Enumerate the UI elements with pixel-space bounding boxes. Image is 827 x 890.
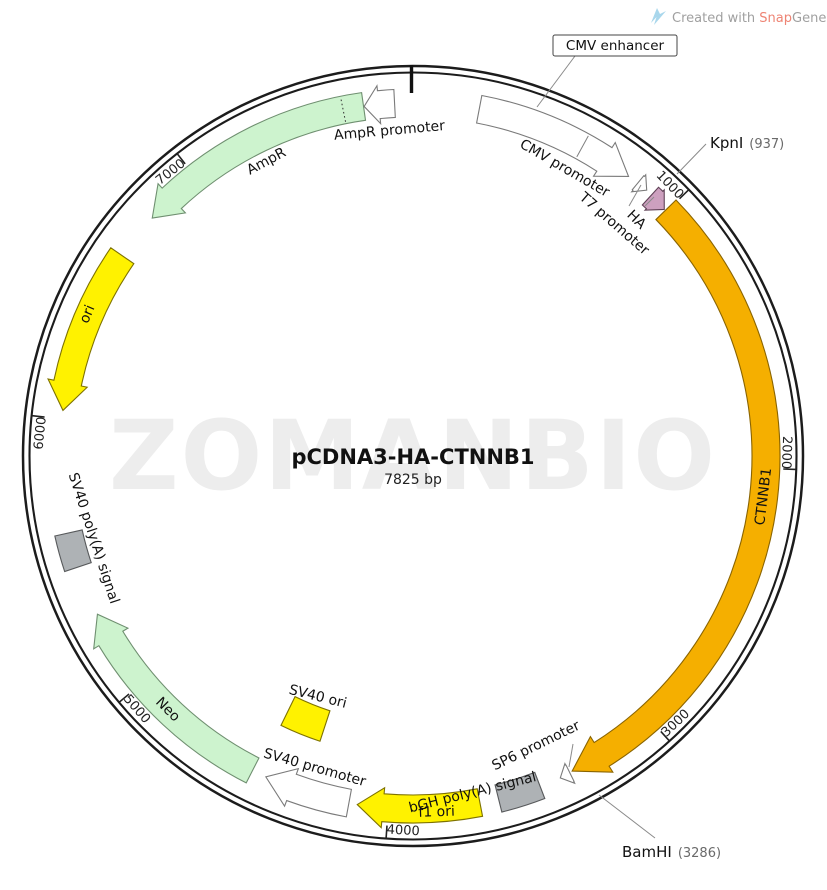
watermark-text: ZOMANBIO <box>109 400 717 512</box>
cmv-enhancer-label: CMV enhancer <box>566 38 665 54</box>
snapgene-logo-icon <box>651 8 666 25</box>
leader-lines-layer <box>568 184 655 768</box>
site-bamhi[interactable]: BamHI (3286) <box>598 794 721 861</box>
feature-cmv-promoter[interactable] <box>475 94 630 178</box>
tick-mark-6000 <box>32 414 45 418</box>
snapgene-credit[interactable]: Created with SnapGene® <box>651 8 827 26</box>
feature-label-ori[interactable]: ori <box>77 303 99 326</box>
feature-sv40-ori[interactable] <box>280 695 331 742</box>
feature-leader-line-2 <box>568 743 574 768</box>
cmv-enhancer-leader-line <box>536 55 576 108</box>
feature-ha-tag[interactable] <box>641 186 665 211</box>
cmv-enhancer-label-box <box>552 34 678 57</box>
site-kpni[interactable]: KpnI (937) <box>676 134 784 175</box>
feature-t7-promoter[interactable] <box>630 173 648 193</box>
kpni-leader-line <box>676 143 707 175</box>
tick-mark-7000 <box>176 153 186 165</box>
bamhi-leader-line <box>598 794 656 839</box>
feature-label-ctnnb1[interactable]: CTNNB1 <box>752 467 775 526</box>
plasmid-title-group: pCDNA3-HA-CTNNB1 7825 bp <box>291 445 534 488</box>
feature-ampr[interactable] <box>151 91 367 219</box>
tick-mark-4000 <box>385 825 388 839</box>
tick-mark-5000 <box>118 693 130 703</box>
plasmid-title: pCDNA3-HA-CTNNB1 <box>291 445 534 469</box>
feature-ampr-promoter[interactable] <box>363 84 396 126</box>
feature-f1-ori[interactable] <box>356 786 484 829</box>
tick-label-4000: 4000 <box>386 823 420 840</box>
feature-leader-line-0 <box>628 184 642 207</box>
feature-sv40-polya[interactable] <box>54 529 92 573</box>
feature-sv40-promoter[interactable] <box>264 767 353 818</box>
tick-mark-1000 <box>678 189 690 200</box>
tick-mark-3000 <box>660 730 670 742</box>
feature-leader-line-1 <box>644 196 655 207</box>
snapgene-credit-text: Created with SnapGene® <box>672 11 827 26</box>
feature-label-f1-ori[interactable]: f1 ori <box>418 804 455 821</box>
feature-ctnnb1[interactable] <box>571 199 781 773</box>
feature-ori[interactable] <box>47 247 135 412</box>
kpni-label: KpnI (937) <box>710 134 784 152</box>
tick-label-2000: 2000 <box>778 436 794 470</box>
feature-cmv-promoter-segment-divider <box>576 135 589 158</box>
cmv-enhancer-label-group[interactable]: CMV enhancer <box>536 34 678 108</box>
plasmid-backbone-ring <box>21 64 805 848</box>
tick-label-6000: 6000 <box>32 416 50 450</box>
feature-sp6-promoter[interactable] <box>559 762 576 785</box>
feature-neo[interactable] <box>93 613 260 784</box>
bamhi-label: BamHI (3286) <box>622 843 721 861</box>
features-layer <box>47 84 781 829</box>
feature-bgh-polya[interactable] <box>494 771 546 813</box>
plasmid-size: 7825 bp <box>384 472 442 488</box>
